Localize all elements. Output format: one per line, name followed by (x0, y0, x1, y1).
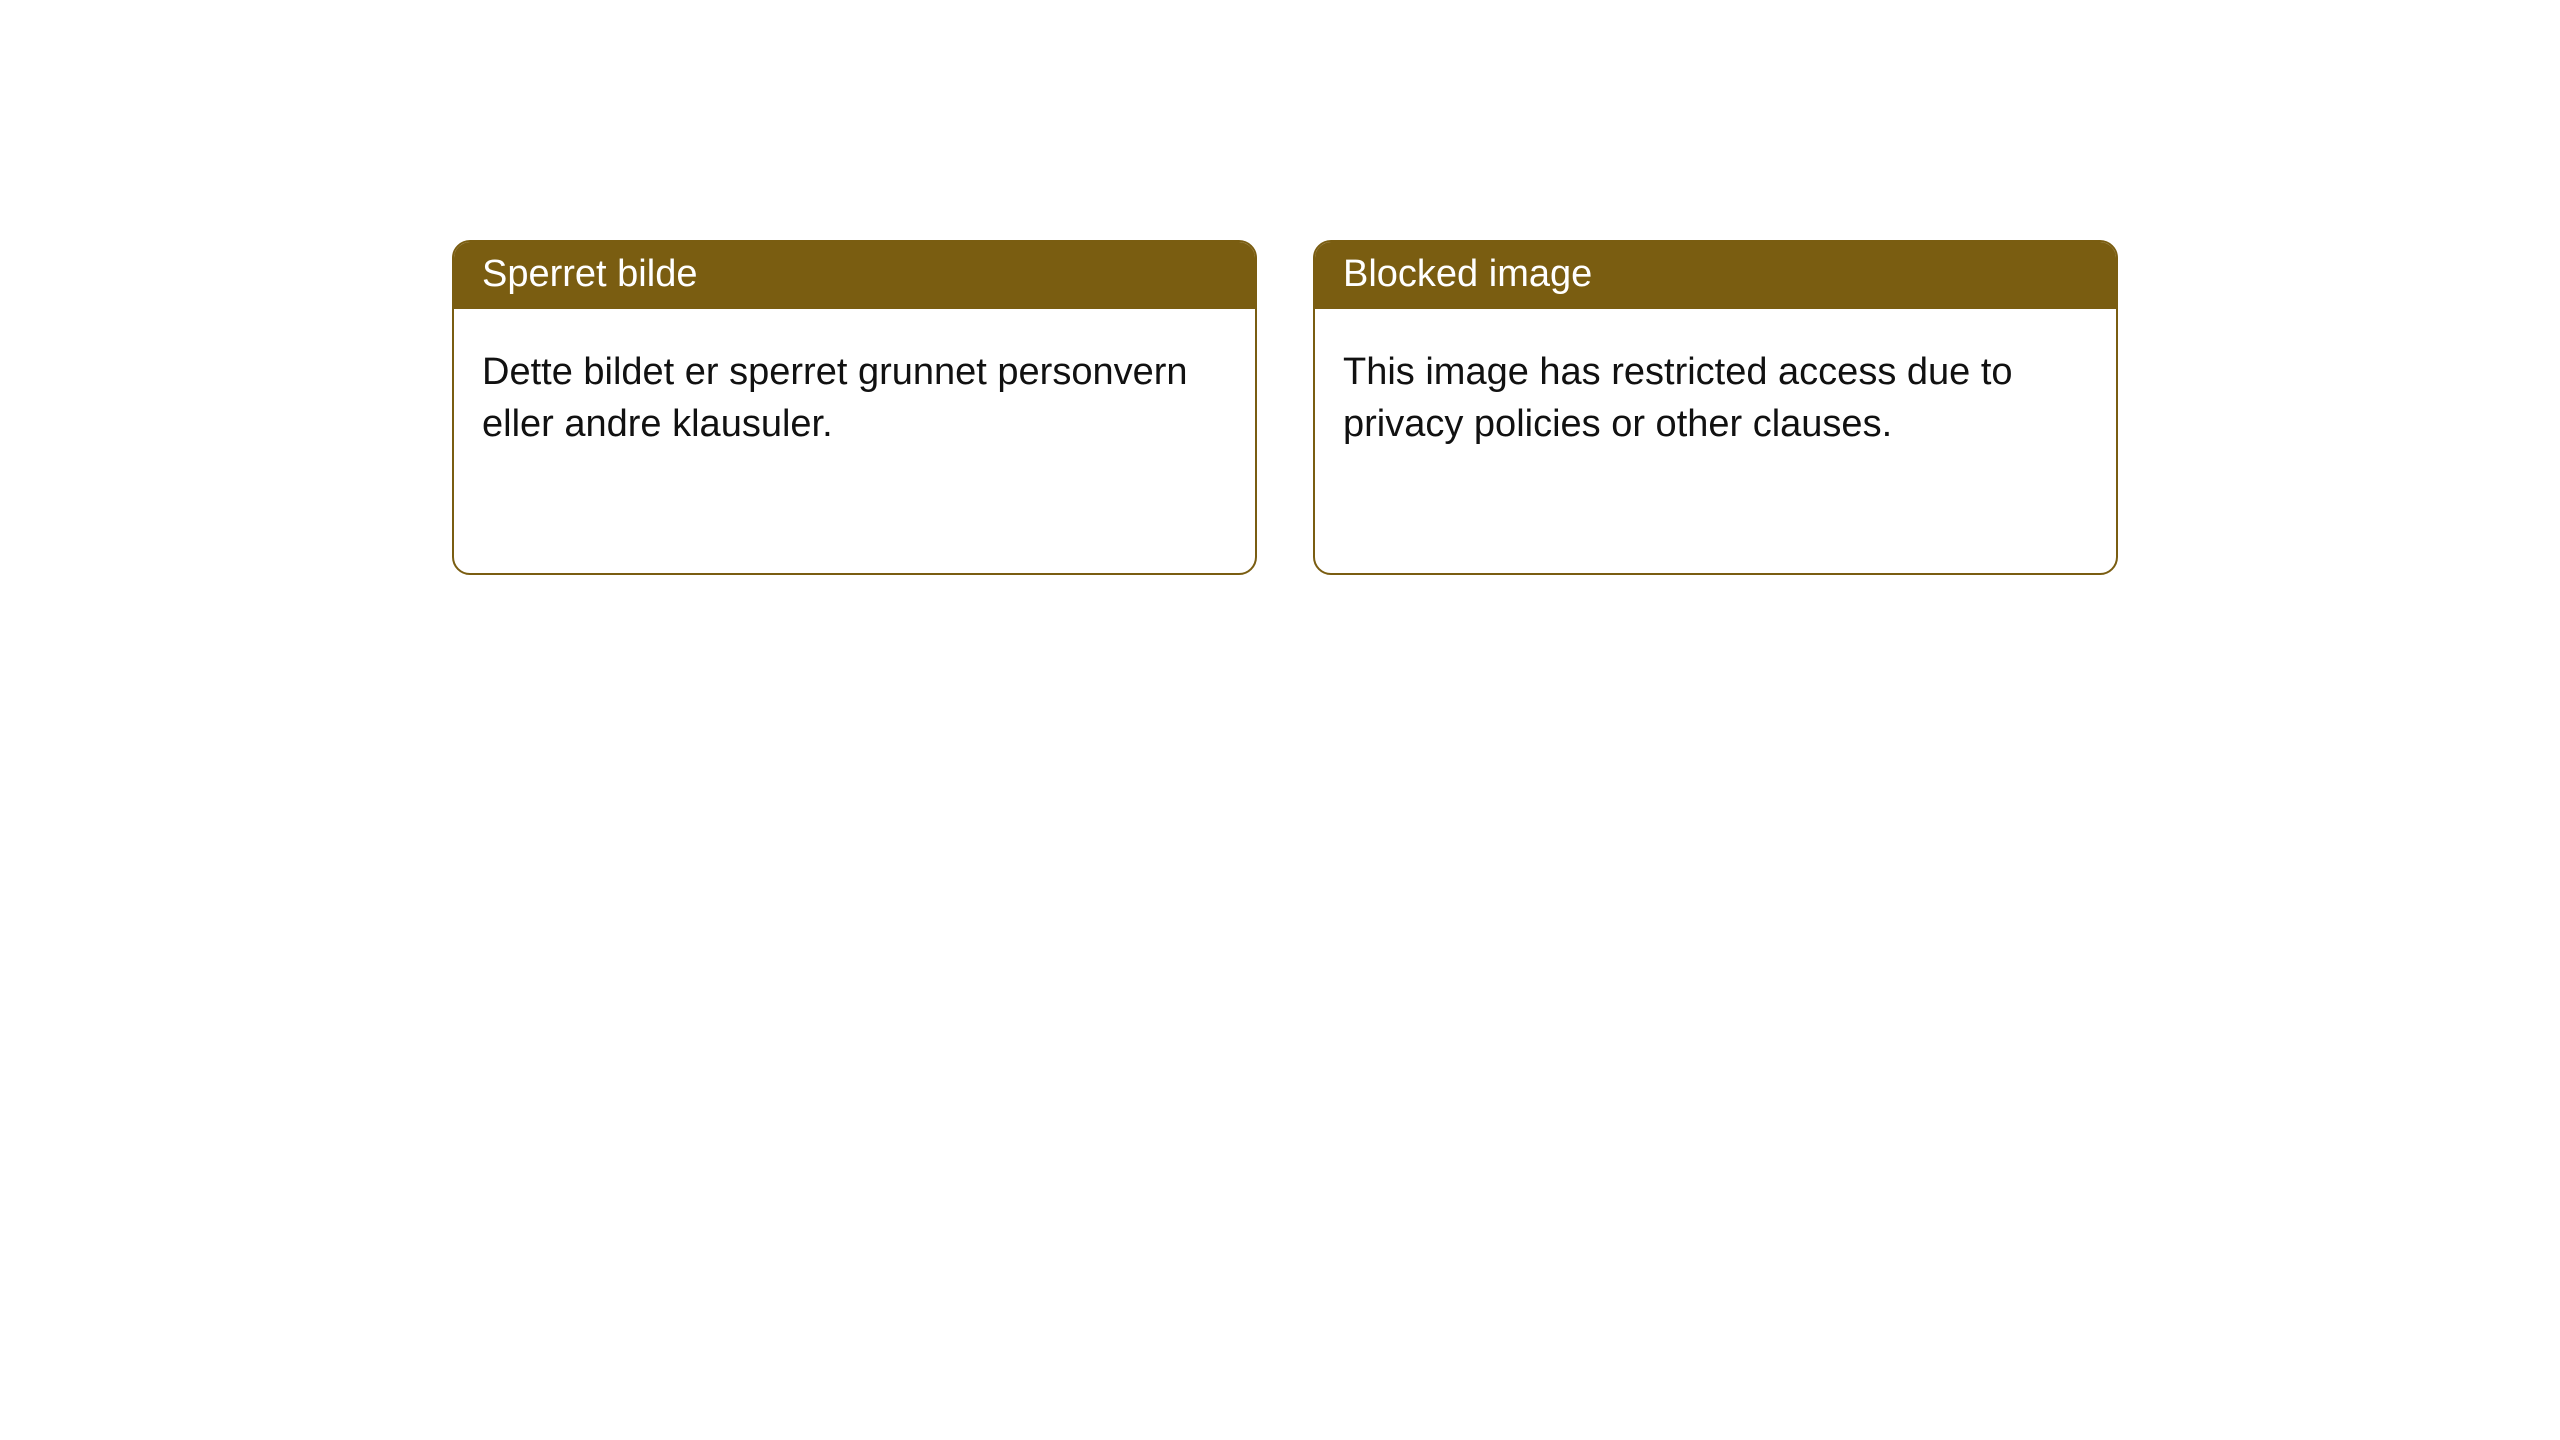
card-body: Dette bildet er sperret grunnet personve… (454, 309, 1255, 478)
card-body: This image has restricted access due to … (1315, 309, 2116, 478)
notice-container: Sperret bilde Dette bildet er sperret gr… (0, 0, 2560, 575)
card-header: Sperret bilde (454, 242, 1255, 309)
card-header: Blocked image (1315, 242, 2116, 309)
notice-card-norwegian: Sperret bilde Dette bildet er sperret gr… (452, 240, 1257, 575)
notice-card-english: Blocked image This image has restricted … (1313, 240, 2118, 575)
